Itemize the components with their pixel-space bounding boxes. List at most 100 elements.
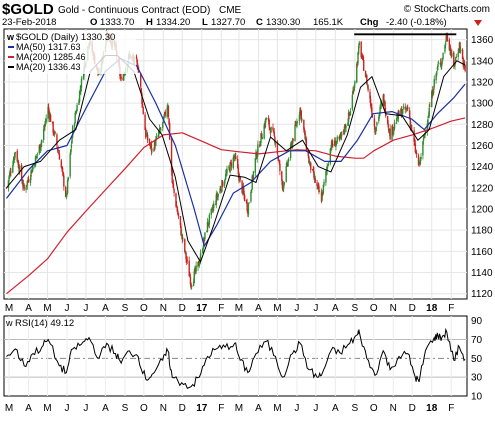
candle-body: [43, 127, 46, 129]
candle-body: [441, 60, 444, 61]
candle-body: [287, 160, 289, 166]
candle-body: [184, 250, 187, 252]
candle-body: [374, 127, 376, 133]
candle-body: [278, 161, 280, 164]
candle-body: [303, 119, 305, 130]
candle-body: [283, 182, 286, 185]
candle-body: [352, 90, 354, 95]
candle-body: [213, 203, 215, 208]
candle-body: [141, 93, 143, 105]
candle-body: [135, 55, 137, 60]
candle-body: [150, 143, 153, 152]
candle-body: [228, 166, 230, 168]
candle-body: [75, 112, 77, 115]
candle-body: [455, 56, 457, 58]
candle-body: [241, 180, 243, 193]
candle-body: [305, 138, 308, 150]
candle-body: [19, 166, 21, 173]
candle-body: [158, 131, 160, 135]
candle-body: [229, 162, 231, 173]
candle-body: [170, 138, 173, 172]
candle-body: [259, 143, 262, 146]
candle-body: [49, 114, 52, 122]
rsi-x-tick: J: [294, 403, 299, 414]
candle-body: [40, 142, 42, 148]
candle-body: [431, 91, 433, 107]
candle-body: [188, 260, 190, 277]
candle-body: [163, 116, 165, 119]
candle-body: [460, 49, 462, 51]
candle-body: [80, 78, 83, 88]
candle-body: [185, 252, 187, 260]
legend-ma20: MA(20) 1336.43: [16, 62, 81, 72]
candle-body: [23, 184, 25, 190]
volume-value: 165.1K: [313, 17, 344, 28]
candle-body: [402, 108, 404, 114]
candle-body: [335, 141, 338, 144]
candle-body: [189, 274, 191, 278]
candle-body: [22, 183, 25, 186]
candle-body: [157, 134, 160, 138]
candle-body: [426, 123, 429, 132]
candle-body: [369, 91, 371, 99]
candle-body: [379, 107, 381, 114]
rsi-x-tick: S: [352, 403, 359, 414]
candle-body: [393, 127, 395, 131]
candle-body: [252, 171, 255, 179]
rsi-x-tick: O: [370, 403, 378, 414]
candle-body: [8, 176, 10, 181]
candle-body: [217, 194, 219, 197]
candle-body: [219, 189, 222, 191]
candle-body: [31, 171, 33, 174]
price-legend: w $GOLD (Daily) 1330.30 MA(50) 1317.63 M…: [6, 31, 136, 74]
candle-body: [321, 193, 323, 201]
candle-body: [78, 91, 81, 102]
price-x-tick: 17: [196, 303, 208, 314]
candle-body: [172, 183, 175, 188]
candle-body: [414, 141, 416, 144]
price-y-tick: 1120: [471, 289, 493, 300]
candle-body: [14, 152, 16, 160]
rsi-gridlines: [4, 316, 467, 396]
candle-body: [436, 67, 439, 70]
candle-body: [189, 276, 192, 285]
candle-body: [57, 149, 59, 152]
candle-body: [216, 195, 219, 199]
candle-body: [44, 124, 46, 128]
candle-body: [20, 164, 23, 180]
candle-body: [45, 118, 47, 123]
chart-description: Gold - Continuous Contract (EOD): [58, 5, 210, 16]
candle-body: [444, 42, 447, 46]
candle-body: [360, 41, 362, 58]
candle-body: [70, 149, 72, 155]
candle-body: [366, 75, 368, 85]
legend-checkbox-icon: w: [6, 32, 15, 42]
candle-body: [369, 98, 372, 106]
candle-body: [364, 70, 367, 78]
candle-body: [393, 122, 396, 129]
rsi-title: RSI(14) 49.12: [15, 318, 74, 329]
rsi-legend-checkbox-icon: w: [5, 318, 13, 328]
candle-body: [313, 170, 315, 178]
price-x-tick: J: [83, 303, 88, 314]
price-y-tick: 1160: [471, 247, 493, 258]
candle-body: [52, 122, 54, 133]
candle-body: [185, 258, 188, 262]
candle-body: [29, 177, 32, 183]
price-gridlines: [4, 29, 467, 299]
down-arrow-icon: [474, 20, 482, 26]
high-label: H: [146, 17, 153, 28]
candle-body: [47, 106, 49, 119]
candle-body: [281, 180, 284, 188]
candle-body: [158, 128, 161, 132]
candle-body: [268, 120, 270, 128]
candle-body: [402, 106, 405, 109]
candle-body: [398, 110, 400, 115]
candle-body: [367, 85, 369, 91]
candle-body: [415, 152, 417, 154]
candle-body: [223, 181, 226, 186]
candle-body: [16, 150, 18, 162]
candle-body: [371, 115, 374, 118]
candle-body: [336, 136, 338, 143]
candle-body: [146, 134, 149, 141]
